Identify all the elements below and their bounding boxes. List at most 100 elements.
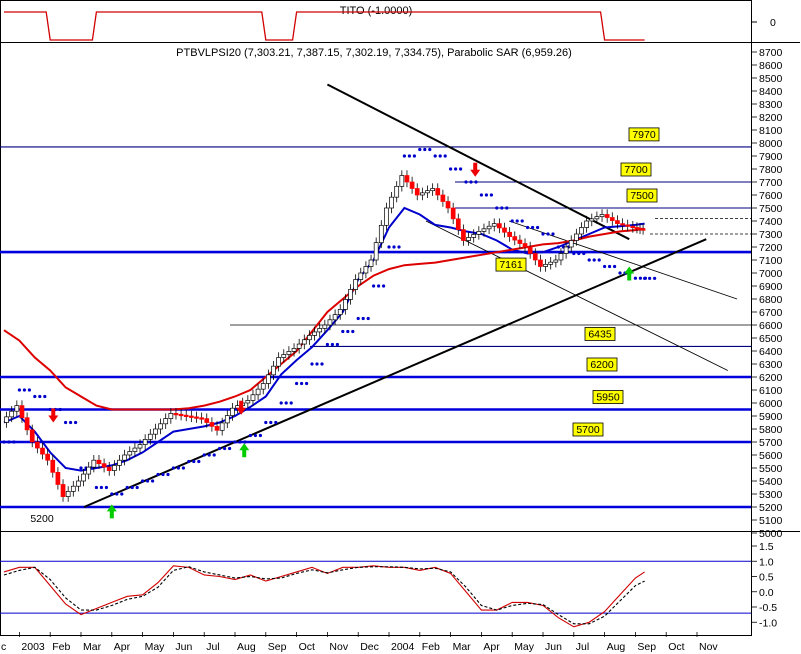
price-y-tick-label: 6900 [759,281,783,293]
sar-dot [310,362,314,366]
x-axis-ticks: c 2003 Feb Mar Apr May Jun Jul Aug Sep Oct Nov Dec 20… [1,632,718,653]
candle-body [312,331,317,336]
x-tick-label: Aug [607,641,626,653]
candle-body [260,383,266,390]
sar-dot [613,264,617,269]
buy-arrow [239,443,250,458]
price-y-tick-label: 8700 [759,47,783,59]
candle-body [491,223,497,227]
sar-dot [253,433,257,438]
price-y-tick-label: 7000 [759,268,783,280]
sar-dot [130,485,134,490]
sar-dot [551,232,555,236]
oscillator-y-tick-label: 1.5 [759,541,774,553]
candle-body [245,400,251,404]
sar-dot [469,180,473,184]
sar-dot [474,180,478,184]
sar-dot [238,440,242,444]
price-y-tick-label: 5100 [759,515,783,527]
sar-dot [7,440,11,444]
sar-dot [412,154,416,158]
candle-body [127,451,133,456]
oscillator-panel [0,560,751,628]
candle-body [373,242,379,261]
candle-body [60,484,66,497]
candle-body [291,348,297,352]
candle-body [384,207,389,226]
level-label: 5950 [596,392,620,404]
candle-body [553,259,559,263]
sar-dot [464,180,468,184]
sar-dot [438,154,442,158]
candle-body [522,243,528,248]
price-y-tick-label: 5500 [759,463,783,475]
sar-dot [48,407,52,412]
oscillator-line [3,565,645,628]
candle-body [471,234,477,238]
candle-body [24,417,30,431]
oscillator-y-tick-label: -1.0 [759,617,777,629]
sar-dot [110,492,114,496]
candle-body [394,185,400,198]
candle-body [317,328,323,333]
x-tick-label: Nov [699,641,718,653]
candle-body [142,439,148,445]
sar-dot [531,225,535,230]
sar-dot [515,219,519,223]
sar-dot [335,342,339,347]
horizontal-support-resistance-levels [0,146,751,509]
sar-dot [258,433,262,438]
candle-body [625,224,631,227]
price-y-tick-label: 6300 [759,359,783,371]
candle-body [153,428,158,435]
candle-body [183,414,189,417]
level-labels: 7970 7700 7500 7161 6435 6200 5950 5700 5200 [30,127,660,525]
price-y-tick-label: 7900 [759,151,783,163]
candle-body [353,279,358,290]
sar-dot [197,459,201,464]
candle-body [574,233,579,241]
candle-body [568,240,574,248]
sar-dot [402,154,406,158]
candle-body [122,454,127,461]
level-label: 7500 [630,190,654,202]
sar-dot [289,401,293,405]
candle-body [209,422,215,427]
candle-body [414,188,420,196]
candle-body [81,473,86,482]
level-label: 7700 [624,164,648,176]
x-tick-label: Sep [637,641,656,653]
x-tick-label: Sep [268,641,287,653]
price-y-tick-label: 8400 [759,86,783,98]
sar-dot [454,167,458,171]
sar-dot [305,381,309,386]
candle-body [101,463,107,468]
sar-dot [536,225,540,230]
candle-body [620,223,625,226]
level-label: 6200 [590,359,614,371]
x-tick-label: Jul [206,641,219,653]
candle-body [70,485,76,492]
tito-y-tick-label: 0 [770,17,776,29]
sar-dot [94,485,98,490]
sar-dot [443,154,447,158]
candle-body [65,491,71,497]
x-tick-label: Mar [453,641,472,653]
candle-body [363,266,369,274]
sar-dot [33,394,37,399]
sar-dot [171,466,175,470]
signal-arrows [48,162,635,519]
sar-dot [556,245,561,249]
price-y-tick-label: 6100 [759,385,783,397]
price-y-tick-label: 5700 [759,437,783,449]
oscillator-y-tick-label: 0.0 [759,587,774,599]
sar-dot [135,485,139,490]
candle-body [517,239,523,244]
sar-dot [295,381,299,386]
level-label-box [628,127,660,142]
sar-dot [176,466,180,470]
sar-dot [141,479,145,483]
sar-dot [12,440,16,444]
price-y-tick-label: 5000 [759,528,783,540]
candle-body [358,272,364,280]
